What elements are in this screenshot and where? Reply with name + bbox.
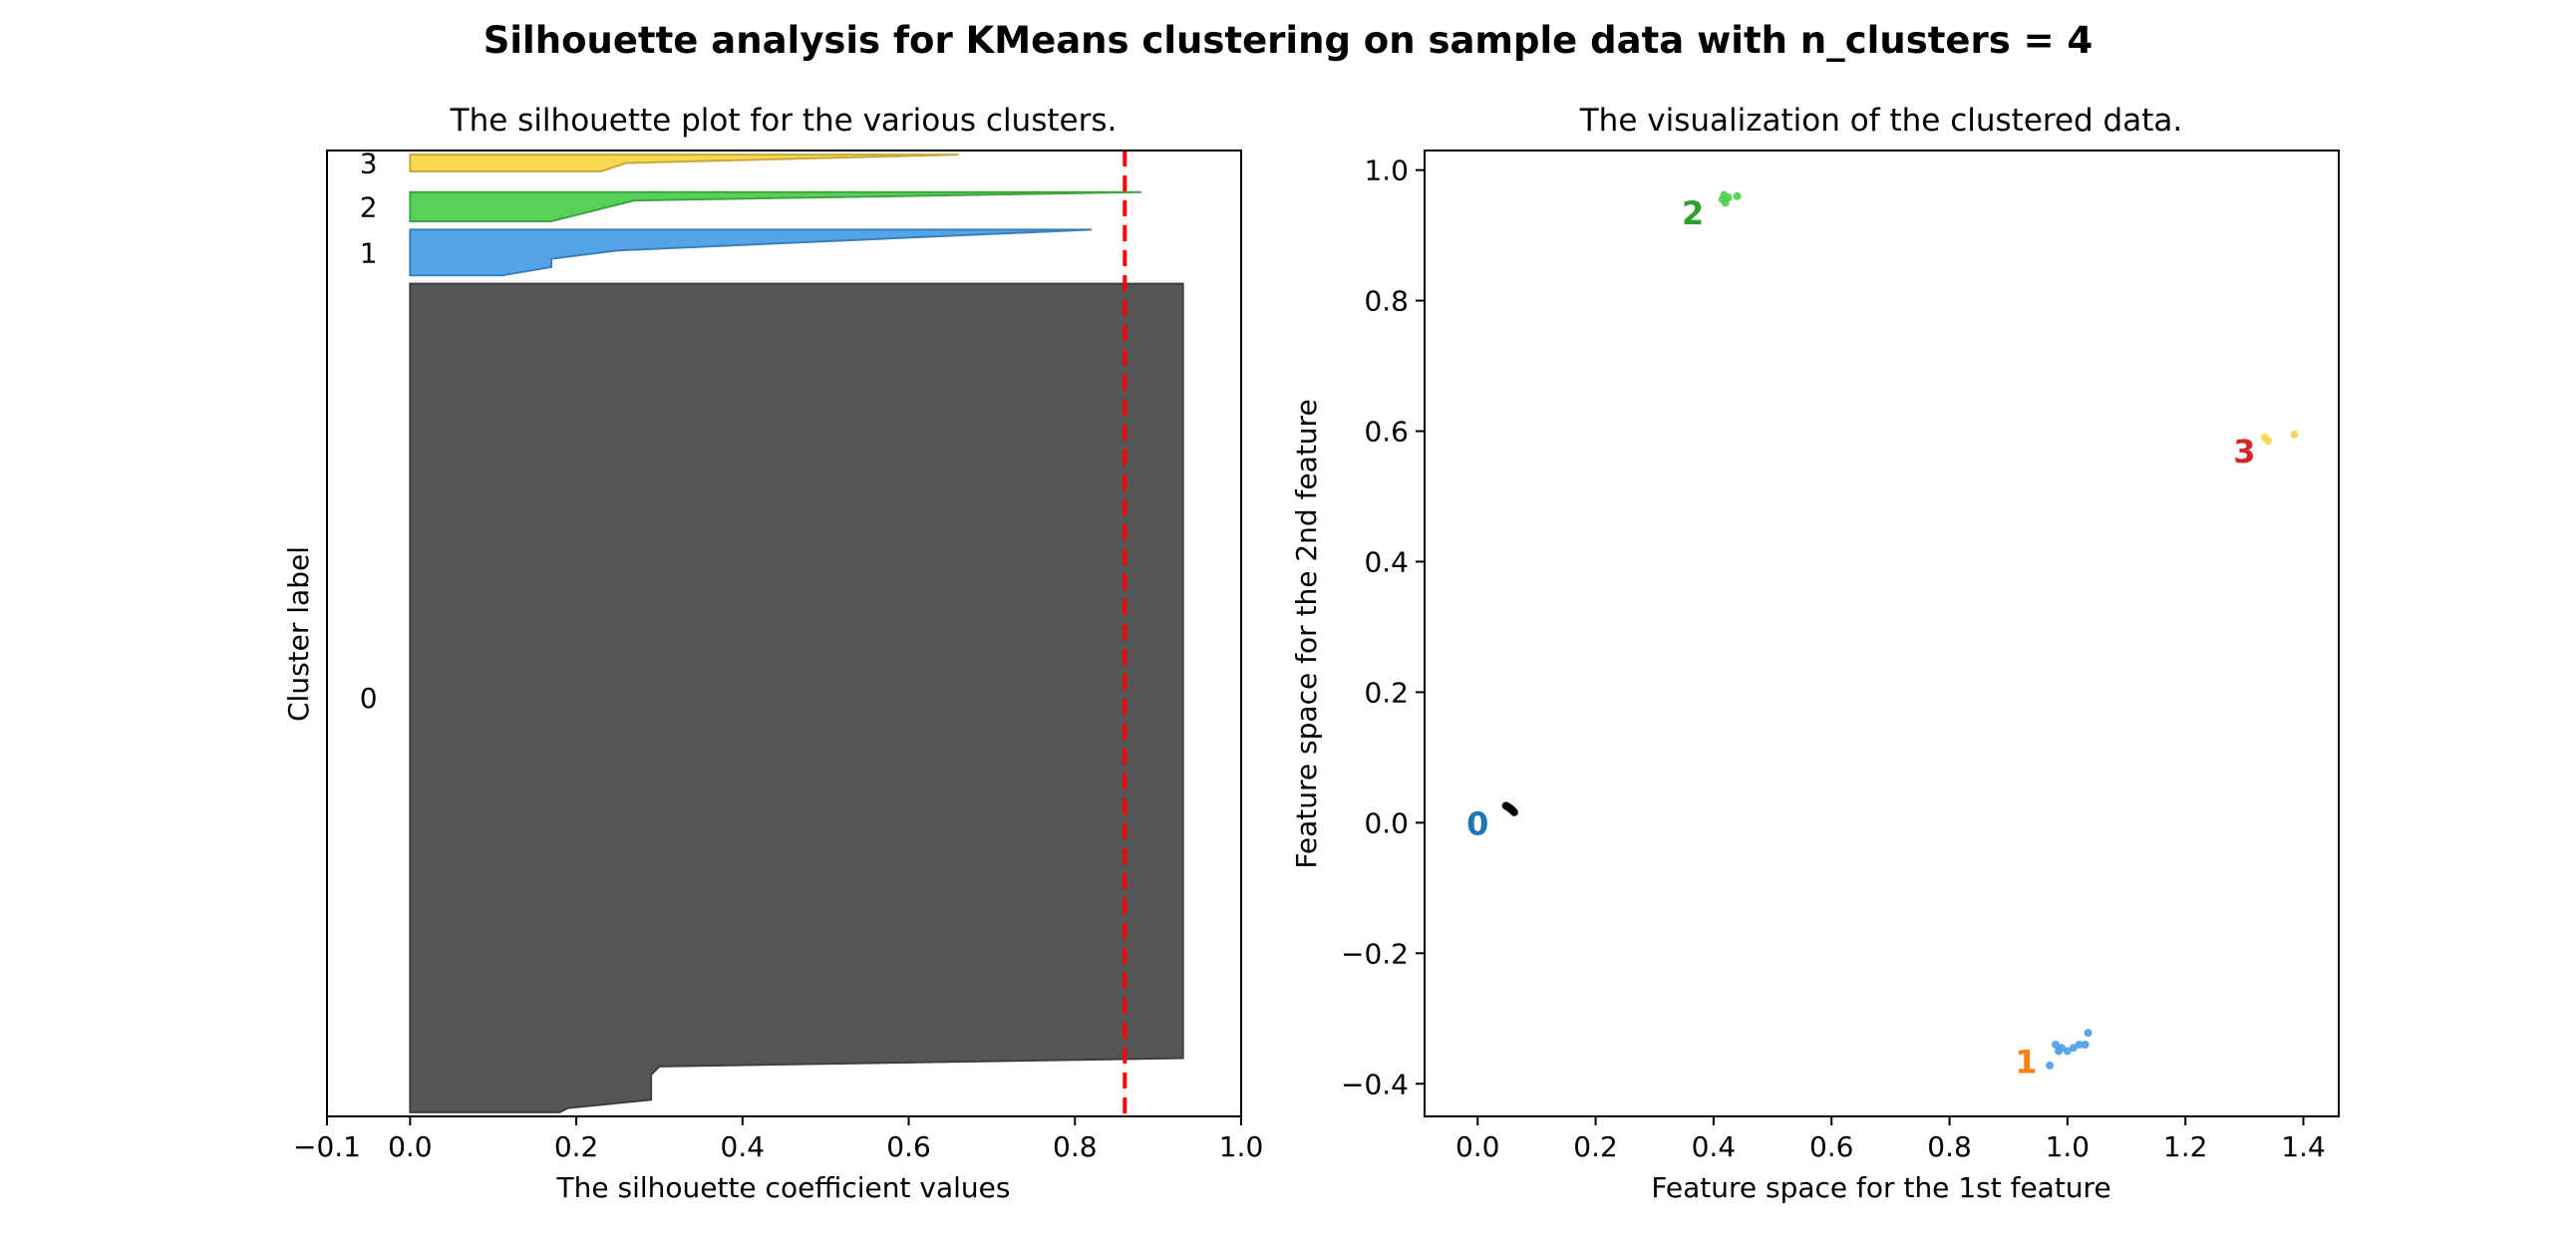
x-tick-label: 0.4 bbox=[1692, 1130, 1737, 1163]
silhouette-cluster-label-2: 2 bbox=[360, 190, 378, 223]
x-tick-label: 0.6 bbox=[1809, 1130, 1854, 1163]
x-tick-label: 1.0 bbox=[1219, 1130, 1264, 1163]
silhouette-cluster-1 bbox=[409, 228, 1092, 277]
silhouette-cluster-3 bbox=[409, 154, 959, 172]
y-tick-label: 1.0 bbox=[1364, 155, 1409, 187]
x-tick-label: −0.1 bbox=[293, 1130, 361, 1163]
scatter-x-ticks: 0.0 0.2 0.4 0.6 0.8 1.0 1.2 1.4 bbox=[1455, 1116, 2326, 1163]
scatter-plot-title: The visualization of the clustered data. bbox=[1579, 103, 2183, 139]
cluster-center-label-0: 0 bbox=[1466, 804, 1488, 842]
scatter-x-axis-label: Feature space for the 1st feature bbox=[1651, 1171, 2110, 1204]
y-tick-label: −0.4 bbox=[1341, 1068, 1409, 1100]
cluster-center-label-2: 2 bbox=[1682, 194, 1704, 232]
x-tick-label: 0.2 bbox=[554, 1130, 599, 1163]
silhouette-cluster-2 bbox=[409, 190, 1141, 223]
silhouette-cluster-label-1: 1 bbox=[360, 236, 378, 269]
scatter-y-ticks: −0.4 −0.2 0.0 0.2 0.4 0.6 0.8 1.0 bbox=[1341, 155, 1425, 1100]
scatter-point-cluster-2 bbox=[1733, 191, 1742, 200]
silhouette-plot-frame bbox=[326, 150, 1242, 1117]
silhouette-y-axis-label: Cluster label bbox=[282, 546, 315, 722]
silhouette-cluster-fills bbox=[409, 154, 1184, 1113]
scatter-point-cluster-1 bbox=[2075, 1040, 2084, 1049]
x-tick-label: 0.0 bbox=[1455, 1130, 1500, 1163]
scatter-points bbox=[1501, 190, 2299, 1070]
scatter-point-cluster-1 bbox=[2081, 1040, 2090, 1049]
y-tick-label: 0.2 bbox=[1364, 676, 1409, 709]
scatter-point-cluster-2 bbox=[1720, 190, 1729, 199]
scatter-point-cluster-1 bbox=[2084, 1029, 2093, 1038]
cluster-center-label-3: 3 bbox=[2233, 433, 2255, 470]
x-tick-label: 0.0 bbox=[388, 1130, 433, 1163]
scatter-y-axis-label: Feature space for the 2nd feature bbox=[1290, 399, 1323, 868]
silhouette-cluster-labels: 0 1 2 3 bbox=[360, 148, 378, 716]
x-tick-label: 0.4 bbox=[721, 1130, 766, 1163]
x-tick-label: 0.6 bbox=[886, 1130, 931, 1163]
cluster-center-label-1: 1 bbox=[2015, 1043, 2037, 1081]
scatter-point-cluster-3 bbox=[2264, 437, 2273, 446]
y-tick-label: 0.6 bbox=[1364, 416, 1409, 449]
y-tick-label: 0.0 bbox=[1364, 806, 1409, 839]
scatter-point-cluster-1 bbox=[2046, 1061, 2055, 1070]
scatter-point-cluster-1 bbox=[2052, 1040, 2061, 1049]
scatter-point-cluster-1 bbox=[2054, 1047, 2063, 1056]
scatter-plot-frame bbox=[1424, 150, 2340, 1117]
cluster-center-labels: 0 1 2 3 bbox=[1466, 194, 2255, 1081]
figure-title: Silhouette analysis for KMeans clusterin… bbox=[483, 19, 2093, 62]
scatter-point-cluster-0 bbox=[1506, 804, 1515, 813]
y-tick-label: 0.8 bbox=[1364, 285, 1409, 318]
x-tick-label: 1.2 bbox=[2163, 1130, 2208, 1163]
silhouette-cluster-label-0: 0 bbox=[360, 682, 378, 715]
y-tick-label: 0.4 bbox=[1364, 545, 1409, 578]
x-tick-label: 1.0 bbox=[2046, 1130, 2091, 1163]
silhouette-plot: 0 1 2 3 −0.1 0.0 0.2 0.4 0.6 0.8 1.0 The silhouet… bbox=[282, 103, 1263, 1204]
silhouette-cluster-label-3: 3 bbox=[360, 148, 378, 180]
silhouette-x-ticks: −0.1 0.0 0.2 0.4 0.6 0.8 1.0 bbox=[293, 1116, 1263, 1163]
scatter-point-cluster-3 bbox=[2290, 430, 2299, 439]
x-tick-label: 0.2 bbox=[1573, 1130, 1618, 1163]
silhouette-plot-title: The silhouette plot for the various clus… bbox=[450, 103, 1118, 139]
silhouette-cluster-0 bbox=[409, 282, 1184, 1113]
x-tick-label: 0.8 bbox=[1053, 1130, 1098, 1163]
x-tick-label: 1.4 bbox=[2281, 1130, 2326, 1163]
cluster-scatter-plot: 0 1 2 3 0.0 0.2 0.4 0.6 0.8 1.0 1.2 1.4 −0.4 −0.2 0.… bbox=[1290, 103, 2340, 1204]
scatter-point-cluster-1 bbox=[2069, 1044, 2078, 1053]
y-tick-label: −0.2 bbox=[1341, 937, 1409, 970]
scatter-point-cluster-1 bbox=[2063, 1047, 2072, 1056]
silhouette-x-axis-label: The silhouette coefficient values bbox=[556, 1171, 1011, 1204]
x-tick-label: 0.8 bbox=[1927, 1130, 1972, 1163]
